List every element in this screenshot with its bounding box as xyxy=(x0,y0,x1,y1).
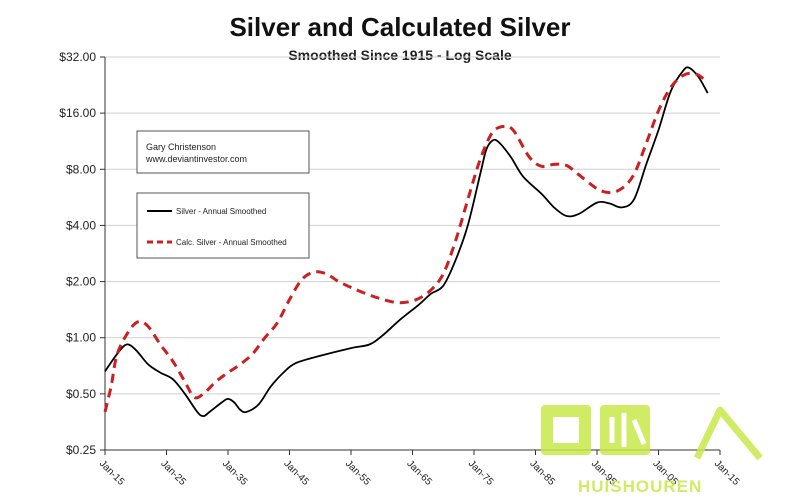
y-tick-label: $1.00 xyxy=(66,331,96,345)
watermark-glyph-strokes xyxy=(609,413,647,447)
legend: Silver - Annual Smoothed Calc. Silver - … xyxy=(136,192,310,259)
chart-subtitle: Smoothed Since 1915 - Log Scale xyxy=(288,47,512,63)
series-line-calc-silver xyxy=(103,71,709,413)
y-axis-ticks: $0.25 $0.50 $1.00 $2.00 $4.00 $8.00 $16.00 $32.… xyxy=(59,50,105,457)
annotation-website: www.deviantinvestor.com xyxy=(145,154,247,164)
y-tick-label: $0.50 xyxy=(66,387,96,401)
y-tick-label: $0.25 xyxy=(66,443,96,457)
annotation-box: Gary Christenson www.deviantinvestor.com xyxy=(136,130,310,174)
watermark-square-left-inner xyxy=(553,417,579,443)
watermark-logo: HUISHOUREN xyxy=(541,405,763,496)
watermark-peak-icon xyxy=(693,406,763,461)
y-tick-label: $16.00 xyxy=(59,106,96,120)
series-lines xyxy=(103,66,709,417)
legend-label-calc-silver: Calc. Silver - Annual Smoothed xyxy=(176,238,287,247)
annotation-author: Gary Christenson xyxy=(146,142,216,152)
y-tick-label: $8.00 xyxy=(66,162,96,176)
annotation-border xyxy=(136,130,310,174)
y-tick-label: $2.00 xyxy=(66,275,96,289)
y-tick-label: $4.00 xyxy=(66,218,96,232)
legend-label-silver: Silver - Annual Smoothed xyxy=(176,207,266,216)
watermark-brand-text: HUISHOUREN xyxy=(578,477,702,496)
chart-title: Silver and Calculated Silver xyxy=(229,12,570,42)
legend-border xyxy=(136,192,310,259)
y-tick-label: $32.00 xyxy=(59,50,96,64)
series-line-silver xyxy=(104,66,709,417)
